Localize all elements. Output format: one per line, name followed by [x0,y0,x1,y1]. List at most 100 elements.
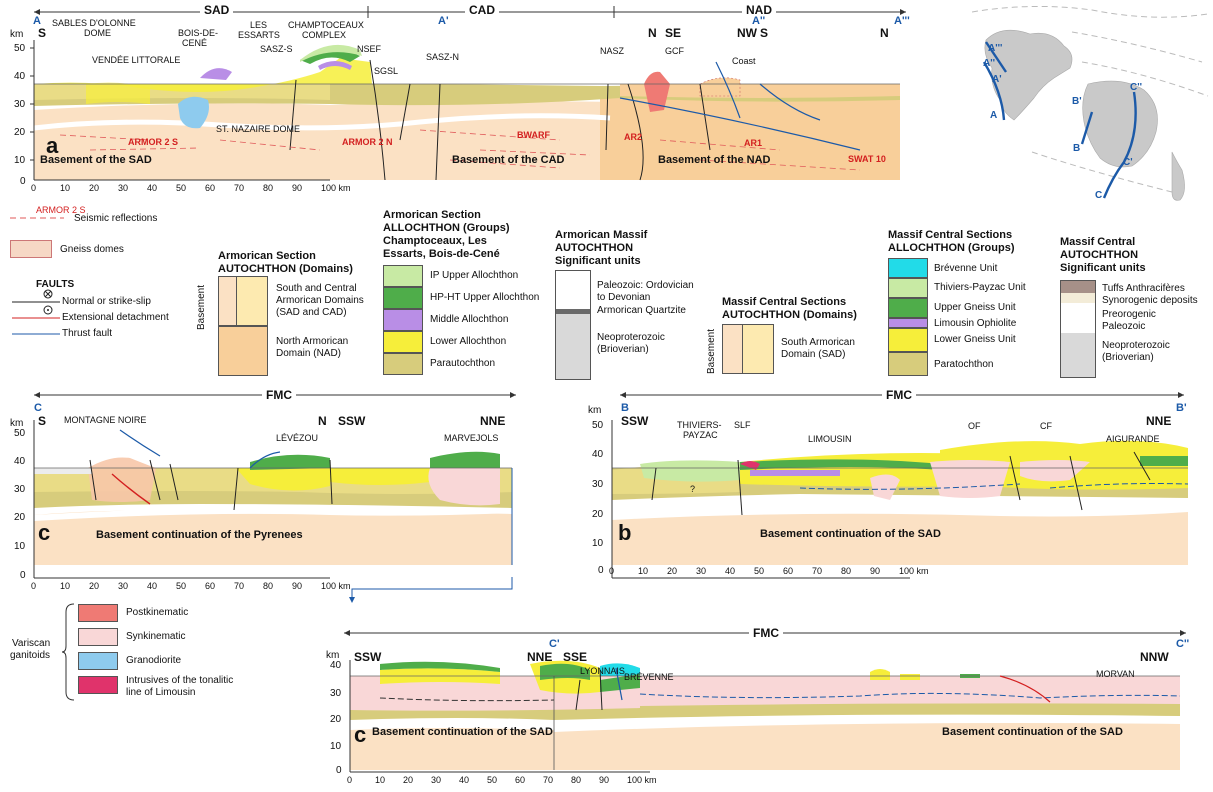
orient-nw: NW [737,26,757,40]
basement-sad: Basement of the SAD [40,154,152,166]
legend-mcal-swatch-thiviers [888,278,928,298]
legend-al-item-ip: IP Upper Allochthon [430,270,519,281]
legend-swatch-postkinematic [78,604,118,622]
map-c1: C' [1123,157,1133,168]
seismic-bwarf: BWARF [517,130,550,140]
legend-tonalitic1: Intrusives of the tonalitic [126,675,234,686]
label-morvan: MORVAN [1096,669,1135,679]
label-champtoceaux: CHAMPTOCEAUX [288,20,364,30]
ytick-b-20: 20 [592,509,604,520]
legend-aa-swatch2 [218,326,268,376]
map-a2: A'' [983,58,995,69]
legend-am-item5: (Brioverian) [597,344,649,355]
label-sables: SABLES D'OLONNE [52,18,136,28]
xtick-bot-20: 20 [403,775,414,785]
legend-postkinematic: Postkinematic [126,607,189,618]
legend-synkinematic: Synkinematic [126,631,186,642]
map-a3: A''' [988,43,1003,54]
legend-aa-side: Basement [196,284,207,330]
xtick-b-60: 60 [783,566,794,576]
legend-seismic-label: Seismic reflections [74,213,158,224]
label-sgsl: SGSL [374,66,399,76]
label-sasz-s: SASZ-S [260,44,293,54]
ytick-a-40: 40 [14,71,26,82]
map-c: C [1095,190,1103,201]
orient-n2: N [880,26,889,40]
legend-al-title3: Champtoceaux, Les [383,235,487,247]
basement-nad: Basement of the NAD [658,154,771,166]
xtick-c-60: 60 [205,581,216,591]
xtick-a-70: 70 [234,183,245,193]
legend-mcu-item6: (Brioverian) [1102,352,1154,363]
seismic-ar1: AR1 [744,138,763,148]
legend-mcal-item-upper: Upper Gneiss Unit [934,302,1016,313]
legend-faults-symbols [12,289,60,335]
label-slf: SLF [734,420,751,430]
panel-label-c-bottom: c [354,722,367,747]
map-a: A [990,110,998,121]
ytick-b-30: 30 [592,479,604,490]
label-brevenne: BRÉVENNE [624,672,674,682]
xtick-b-100: 100 km [899,566,929,576]
ytick-b-10: 10 [592,538,604,549]
xtick-bot-0: 0 [347,775,353,785]
end-b: B [621,402,629,414]
xtick-c-20: 20 [89,581,100,591]
xtick-a-40: 40 [147,183,158,193]
label-vendee: VENDÉE LITTORALE [92,55,181,65]
ytick-c-10: 10 [14,541,26,552]
legend-am-quartzite [556,309,590,314]
fmc-title-bottom: FMC [749,626,783,640]
legend-mcal-item-para: Paratochthon [934,359,994,370]
legend-mcal-swatch-ophiolite [888,318,928,328]
orient-bot-ssw: SSW [354,650,382,664]
xtick-c-10: 10 [60,581,71,591]
legend-swatch-granodiorite [78,652,118,670]
ytick-b-0: 0 [598,565,604,576]
connector-arrow [349,577,513,603]
map-b1: B' [1072,96,1082,107]
xtick-b-40: 40 [725,566,736,576]
label-limousin: LIMOUSIN [808,434,852,444]
legend-al-title4: Essarts, Bois-de-Cené [383,248,500,260]
legend-mcal-swatch-upper [888,298,928,318]
legend-swatch-tonalitic [78,676,118,694]
legend-am-title3: Significant units [555,255,641,267]
legend-aa-title1: Armorican Section [218,250,316,262]
ytick-c-30: 30 [14,484,26,495]
panel-label-b: b [618,520,632,545]
ytick-a-50: 50 [14,43,26,54]
label-question: ? [690,484,696,494]
label-bois1: BOIS-DE- [178,28,219,38]
label-of: OF [968,421,981,431]
legend-mcu-synorogenic [1061,293,1095,303]
ytick-c-40: 40 [14,456,26,467]
legend-mcu-item2: Synorogenic deposits [1102,295,1198,306]
legend-am-item1: Paleozoic: Ordovician [597,280,694,291]
legend-mcu-preorogenic [1061,303,1095,333]
seismic-armor2s: ARMOR 2 S [128,137,179,147]
legend-aa-item2: North Armorican Domain (NAD) [276,336,349,359]
domain-cad: CAD [465,3,499,17]
cross-section-a [30,40,900,181]
legend-mca-title2: AUTOCHTHON (Domains) [722,309,857,321]
label-gcf: GCF [665,46,684,56]
orient-b-nne: NNE [1146,414,1172,428]
axis-km-a: km [10,29,24,40]
legend-seismic-sample: ARMOR 2 S [36,205,86,215]
label-aigurande: AIGURANDE [1106,434,1160,444]
legend-mcal-swatch-para [888,352,928,376]
orient-b-ssw: SSW [621,414,649,428]
xtick-c-0: 0 [31,581,37,591]
panel-label-c-south: c [38,520,51,545]
orient-bot-nnw: NNW [1140,650,1169,664]
orient-c-n: N [318,414,327,428]
legend-mca-item2: Domain (SAD) [781,349,846,360]
map-c2: C'' [1130,82,1142,93]
xtick-bot-100: 100 km [627,775,657,785]
basement-bottom-right: Basement continuation of the SAD [942,726,1123,738]
ytick-b-40: 40 [592,449,604,460]
seismic-armor2n: ARMOR 2 N [342,137,393,147]
legend-mcal-item-ophiolite: Limousin Ophiolite [934,318,1017,329]
fmc-title-right: FMC [882,388,916,402]
